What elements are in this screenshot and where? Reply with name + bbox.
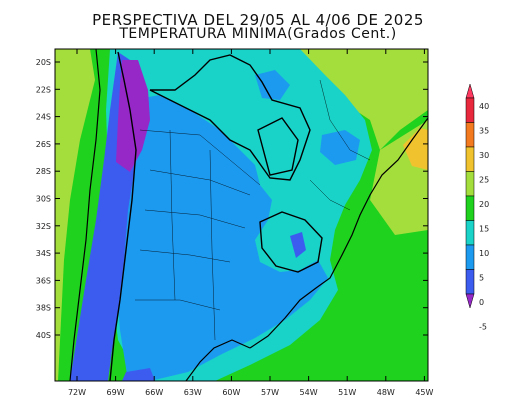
lat-label: 38S: [36, 304, 51, 313]
legend-label: 15: [479, 225, 489, 234]
lon-label: 63W: [184, 388, 202, 397]
field-light-green-northeast: [300, 49, 428, 150]
field-yellow: [403, 128, 428, 170]
country-borders: [109, 51, 323, 381]
legend-swatch: [465, 171, 475, 197]
lat-label: 24S: [36, 113, 51, 122]
legend-swatch: [465, 269, 475, 295]
field-light-green-west: [55, 49, 95, 381]
lat-label: 30S: [36, 195, 51, 204]
lon-label: 60W: [222, 388, 240, 397]
legend-label: 5: [479, 274, 484, 283]
legend-label: 20: [479, 200, 489, 209]
bolivia-paraguay-border: [149, 54, 311, 181]
legend-label: 30: [479, 151, 489, 160]
color-legend: 40 35 30 25 20 15 10 5 0 -5: [465, 83, 489, 332]
lat-label: 40S: [36, 331, 51, 340]
lat-label: 28S: [36, 167, 51, 176]
legend-label: 40: [479, 102, 489, 111]
legend-bottom-triangle: [465, 293, 475, 309]
field-blue-northeast: [320, 130, 360, 165]
field-purple: [116, 60, 150, 172]
legend-label: 0: [479, 298, 484, 307]
lon-label: 72W: [68, 388, 86, 397]
lat-label: 20S: [36, 58, 51, 67]
lon-label: 54W: [300, 388, 318, 397]
legend-swatch: [465, 97, 475, 123]
map-title-line1: PERSPECTIVA DEL 29/05 AL 4/06 DE 2025: [92, 11, 424, 29]
map-frame: [54, 48, 429, 382]
lat-label: 36S: [36, 276, 51, 285]
paraguay-border: [257, 117, 299, 176]
map-title-line2: TEMPERATURA MINIMA(Grados Cent.): [119, 26, 397, 42]
chile-coast: [69, 49, 101, 381]
field-dark-blue-south: [122, 368, 155, 381]
legend-label: 25: [479, 176, 489, 185]
province-borders: [135, 79, 371, 341]
coastlines: [69, 49, 428, 381]
lon-label: 66W: [145, 388, 163, 397]
legend-swatch: [465, 146, 475, 172]
lat-label: 34S: [36, 249, 51, 258]
lon-label: 69W: [107, 388, 125, 397]
patagonia-coast: [185, 339, 251, 381]
legend-label: 35: [479, 127, 489, 136]
legend-label: 10: [479, 249, 489, 258]
uruguay-border: [259, 211, 323, 273]
lat-label: 26S: [36, 140, 51, 149]
legend-label: -5: [479, 323, 487, 332]
latitude-axis: 20S 22S 24S 26S 28S 30S 32S 34S 36S 38S 40S: [36, 58, 428, 340]
argentina-chile-border: [109, 51, 137, 381]
legend-swatch: [465, 122, 475, 148]
legend-swatch: [465, 220, 475, 246]
lon-label: 57W: [261, 388, 279, 397]
atlantic-coast: [249, 117, 428, 349]
field-blue-north: [255, 70, 290, 100]
longitude-axis: 72W 69W 66W 63W 60W 57W 54W 51W 48W 45W: [68, 49, 434, 397]
field-blue: [116, 95, 328, 381]
legend-top-triangle: [465, 83, 475, 99]
field-dark-blue-uruguay: [290, 232, 306, 258]
legend-swatch: [465, 195, 475, 221]
lon-label: 45W: [415, 388, 433, 397]
lon-label: 48W: [377, 388, 395, 397]
lat-label: 22S: [36, 85, 51, 94]
lon-label: 51W: [338, 388, 356, 397]
legend-swatch: [465, 244, 475, 270]
lat-label: 32S: [36, 222, 51, 231]
temperature-field: [55, 49, 428, 381]
